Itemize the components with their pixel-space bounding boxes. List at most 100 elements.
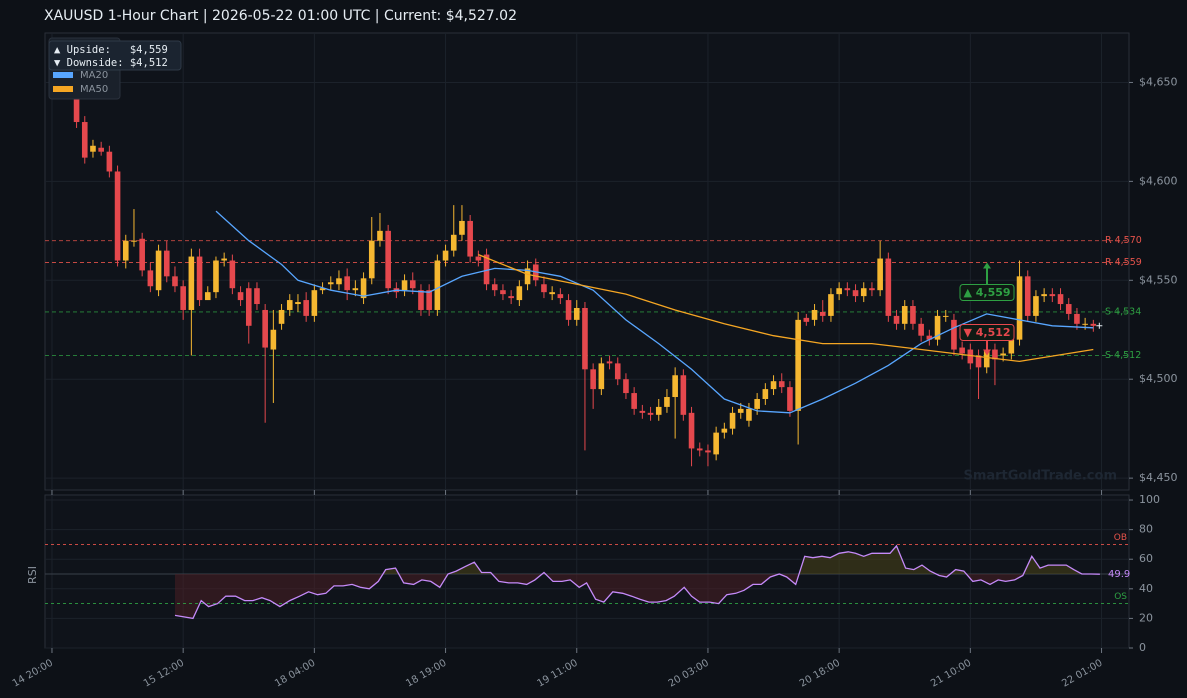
candle-body: [819, 311, 826, 316]
candle-body: [327, 282, 334, 285]
candle-body: [377, 230, 383, 241]
candle-body: [1082, 323, 1088, 325]
level-label: R 4,570: [1105, 235, 1142, 246]
candle-body: [1065, 304, 1072, 314]
arrow-head: [983, 349, 991, 356]
candle-body: [852, 290, 859, 297]
price-plot: SmartGoldTrade.com: [45, 33, 1129, 490]
candle-body: [639, 410, 646, 413]
arrow-head: [983, 262, 991, 269]
y-tick-label: 40: [1139, 582, 1153, 595]
current-marker: [1096, 322, 1103, 329]
y-axis-label: RSI: [26, 566, 39, 584]
candle-body: [910, 306, 916, 324]
candle-body: [163, 250, 170, 277]
rsi-level-label: OB: [1114, 533, 1127, 543]
candle-body: [508, 296, 514, 299]
info-box: [48, 40, 182, 71]
candle-body: [442, 250, 449, 261]
candle-body: [573, 307, 580, 320]
candle-body: [836, 288, 842, 295]
y-tick-label: 20: [1139, 611, 1153, 624]
candle-body: [1074, 313, 1080, 324]
candle-body: [1033, 296, 1039, 316]
annotation-box: [959, 323, 1015, 341]
rsi-panel: [44, 494, 1130, 649]
candle-body: [992, 349, 998, 360]
legend-label: MA20: [80, 70, 108, 81]
candle-body: [270, 329, 277, 350]
candle-body: [295, 302, 301, 305]
y-tick-label: $4,600: [1139, 174, 1178, 187]
candle-body: [139, 238, 145, 271]
info-text: ▼ Downside: $4,512: [54, 57, 168, 69]
candle-body: [754, 398, 760, 409]
candle-body: [926, 335, 933, 340]
candle-body: [114, 171, 121, 261]
price-panel: [44, 32, 1130, 491]
candle-body: [549, 292, 555, 295]
candle-body: [204, 292, 211, 301]
rsi-fill-below: [175, 574, 1100, 619]
candle-body: [229, 260, 236, 289]
candle-body: [705, 450, 711, 453]
candle-body: [713, 432, 719, 455]
candle-body: [122, 240, 129, 261]
candle-body: [860, 288, 867, 297]
candle-body: [582, 307, 588, 370]
candle-body: [1024, 276, 1031, 316]
candle-body: [360, 278, 367, 299]
candle-body: [344, 276, 350, 291]
candle-body: [196, 256, 203, 301]
candle-body: [1008, 339, 1015, 354]
candle-body: [893, 315, 900, 324]
candle-body: [983, 349, 990, 368]
candle-body: [459, 220, 465, 235]
candle-body: [598, 363, 605, 390]
candle-body: [131, 240, 137, 242]
candle-body: [213, 260, 219, 293]
candle-body: [500, 290, 506, 295]
candle-body: [483, 254, 490, 285]
candle-body: [951, 319, 957, 350]
candle-body: [221, 258, 227, 261]
candle-body: [606, 361, 613, 364]
rsi-end-label: 49.9: [1108, 569, 1130, 580]
candle-body: [787, 387, 793, 411]
y-tick-label: 100: [1139, 493, 1160, 506]
legend-swatch: [53, 86, 73, 92]
y-tick-label: $4,550: [1139, 273, 1178, 286]
candle-body: [475, 256, 482, 261]
candle-body: [147, 270, 154, 287]
candle-body: [303, 300, 309, 316]
watermark: SmartGoldTrade.com: [963, 469, 1117, 484]
candle-body: [795, 319, 801, 411]
candle-body: [901, 306, 908, 324]
candle-body: [918, 323, 924, 336]
candle-body: [557, 294, 564, 299]
candle-body: [869, 288, 875, 291]
y-tick-label: 80: [1139, 523, 1153, 536]
rsi-plot: 0 20 40 60 80 100 OB OS 49.9 RSI: [26, 493, 1160, 654]
candle-body: [336, 278, 342, 285]
candle-body: [688, 412, 695, 449]
candle-body: [254, 288, 260, 305]
level-label: S 4,534: [1105, 306, 1141, 317]
candle-body: [426, 290, 432, 310]
rsi-line: [174, 544, 1100, 620]
candle-body: [721, 428, 728, 433]
y-tick-label: $4,500: [1139, 372, 1178, 385]
candle-body: [631, 393, 637, 409]
candle-body: [180, 286, 186, 310]
y-tick-label: 60: [1139, 552, 1153, 565]
info-text: ▲ Upside: $4,559: [54, 44, 168, 56]
legend-label: MA50: [80, 84, 108, 95]
candle-body: [1016, 276, 1023, 340]
candle-body: [262, 309, 268, 348]
candle-body: [541, 284, 547, 293]
candle-body: [680, 375, 687, 415]
candle-body: [409, 280, 416, 289]
candle-body: [746, 408, 752, 421]
candle-body: [237, 292, 244, 301]
